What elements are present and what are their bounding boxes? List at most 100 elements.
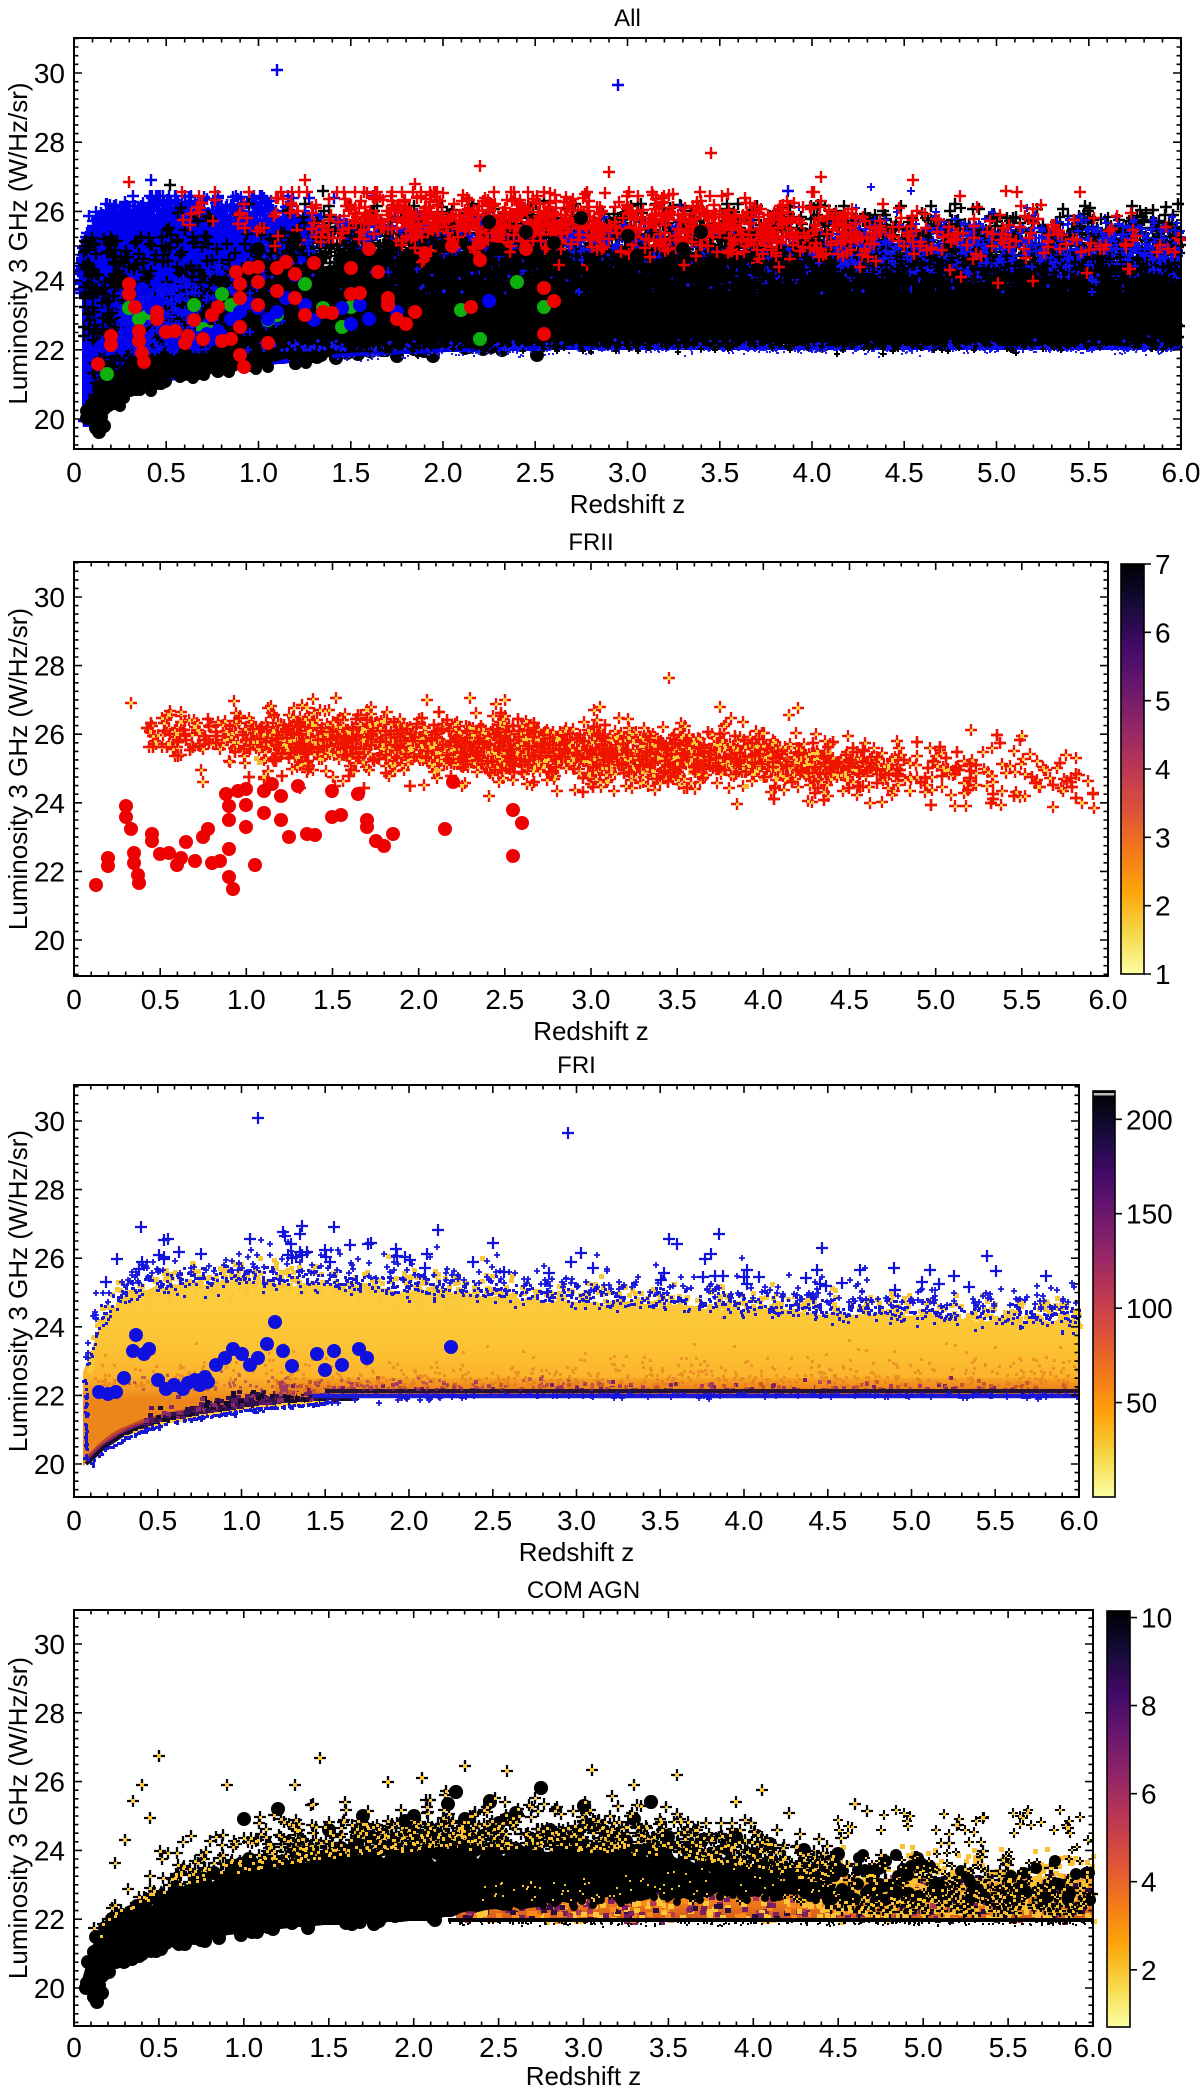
svg-text:4.5: 4.5 <box>885 457 924 488</box>
svg-text:0: 0 <box>66 2032 82 2063</box>
svg-text:22: 22 <box>34 335 65 366</box>
svg-text:Luminosity 3 GHz (W/Hz/sr): Luminosity 3 GHz (W/Hz/sr) <box>3 1130 33 1452</box>
svg-text:1.0: 1.0 <box>239 457 278 488</box>
svg-text:1.0: 1.0 <box>227 984 266 1015</box>
svg-text:30: 30 <box>34 582 65 613</box>
svg-text:4.5: 4.5 <box>819 2032 858 2063</box>
svg-text:All: All <box>614 5 641 32</box>
svg-text:8: 8 <box>1141 1691 1157 1722</box>
svg-text:20: 20 <box>34 404 65 435</box>
svg-text:2.0: 2.0 <box>390 1505 429 1536</box>
svg-text:28: 28 <box>34 651 65 682</box>
svg-text:Luminosity 3 GHz (W/Hz/sr): Luminosity 3 GHz (W/Hz/sr) <box>3 1657 33 1979</box>
svg-text:FRI: FRI <box>557 1052 596 1079</box>
svg-text:1.0: 1.0 <box>224 2032 263 2063</box>
svg-text:1.5: 1.5 <box>309 2032 348 2063</box>
svg-text:1.5: 1.5 <box>306 1505 345 1536</box>
svg-text:20: 20 <box>34 1973 65 2004</box>
svg-text:6: 6 <box>1141 1779 1157 1810</box>
svg-text:2.5: 2.5 <box>473 1505 512 1536</box>
svg-text:2.0: 2.0 <box>399 984 438 1015</box>
svg-text:3: 3 <box>1155 822 1171 853</box>
svg-text:0: 0 <box>66 1505 82 1536</box>
svg-text:28: 28 <box>34 127 65 158</box>
svg-text:200: 200 <box>1126 1104 1173 1135</box>
svg-text:10: 10 <box>1141 1603 1172 1634</box>
svg-text:28: 28 <box>34 1175 65 1206</box>
svg-text:24: 24 <box>34 266 65 297</box>
svg-text:3.5: 3.5 <box>700 457 739 488</box>
svg-text:6: 6 <box>1155 617 1171 648</box>
svg-text:4.0: 4.0 <box>725 1505 764 1536</box>
svg-text:24: 24 <box>34 1835 65 1866</box>
svg-text:5.5: 5.5 <box>976 1505 1015 1536</box>
svg-text:0: 0 <box>66 457 82 488</box>
svg-text:24: 24 <box>34 788 65 819</box>
svg-text:4.0: 4.0 <box>744 984 783 1015</box>
svg-text:FRII: FRII <box>568 529 613 556</box>
svg-text:3.5: 3.5 <box>641 1505 680 1536</box>
svg-text:20: 20 <box>34 1449 65 1480</box>
svg-text:COM AGN: COM AGN <box>527 1577 640 1604</box>
svg-text:20: 20 <box>34 925 65 956</box>
svg-text:3.0: 3.0 <box>557 1505 596 1536</box>
svg-text:3.0: 3.0 <box>572 984 611 1015</box>
svg-text:50: 50 <box>1126 1388 1157 1419</box>
svg-text:1: 1 <box>1155 959 1171 990</box>
svg-text:2.0: 2.0 <box>424 457 463 488</box>
svg-text:26: 26 <box>34 1243 65 1274</box>
svg-text:5.0: 5.0 <box>904 2032 943 2063</box>
svg-text:26: 26 <box>34 719 65 750</box>
svg-text:5: 5 <box>1155 686 1171 717</box>
svg-text:150: 150 <box>1126 1199 1173 1230</box>
svg-text:2.5: 2.5 <box>479 2032 518 2063</box>
svg-text:3.5: 3.5 <box>658 984 697 1015</box>
svg-text:3.0: 3.0 <box>608 457 647 488</box>
svg-text:5.5: 5.5 <box>989 2032 1028 2063</box>
svg-text:30: 30 <box>34 1106 65 1137</box>
svg-text:6.0: 6.0 <box>1060 1505 1099 1536</box>
svg-text:5.0: 5.0 <box>892 1505 931 1536</box>
svg-text:5.0: 5.0 <box>916 984 955 1015</box>
svg-text:1.0: 1.0 <box>222 1505 261 1536</box>
svg-text:28: 28 <box>34 1698 65 1729</box>
svg-text:1.5: 1.5 <box>331 457 370 488</box>
svg-text:2.5: 2.5 <box>485 984 524 1015</box>
svg-text:6.0: 6.0 <box>1074 2032 1113 2063</box>
svg-text:2: 2 <box>1155 891 1171 922</box>
svg-text:22: 22 <box>34 856 65 887</box>
svg-text:0.5: 0.5 <box>138 1505 177 1536</box>
svg-text:6.0: 6.0 <box>1089 984 1128 1015</box>
svg-text:2.0: 2.0 <box>394 2032 433 2063</box>
svg-text:0.5: 0.5 <box>139 2032 178 2063</box>
svg-text:Luminosity 3 GHz (W/Hz/sr): Luminosity 3 GHz (W/Hz/sr) <box>3 608 33 930</box>
svg-text:30: 30 <box>34 1629 65 1660</box>
svg-text:4.0: 4.0 <box>793 457 832 488</box>
svg-text:100: 100 <box>1126 1293 1173 1324</box>
svg-text:4: 4 <box>1155 754 1171 785</box>
svg-text:3.5: 3.5 <box>649 2032 688 2063</box>
svg-text:0: 0 <box>66 984 82 1015</box>
svg-text:26: 26 <box>34 196 65 227</box>
svg-text:7: 7 <box>1155 549 1171 580</box>
svg-text:26: 26 <box>34 1767 65 1798</box>
svg-text:22: 22 <box>34 1380 65 1411</box>
svg-text:5.5: 5.5 <box>1069 457 1108 488</box>
svg-text:30: 30 <box>34 58 65 89</box>
svg-text:Redshift z: Redshift z <box>519 1537 635 1567</box>
svg-text:24: 24 <box>34 1312 65 1343</box>
svg-text:Luminosity 3 GHz (W/Hz/sr): Luminosity 3 GHz (W/Hz/sr) <box>3 82 33 404</box>
svg-text:5.5: 5.5 <box>1002 984 1041 1015</box>
svg-text:2: 2 <box>1141 1955 1157 1986</box>
svg-text:0.5: 0.5 <box>147 457 186 488</box>
svg-text:1.5: 1.5 <box>313 984 352 1015</box>
svg-text:6.0: 6.0 <box>1162 457 1200 488</box>
svg-text:Redshift z: Redshift z <box>533 1016 649 1046</box>
svg-text:5.0: 5.0 <box>977 457 1016 488</box>
svg-text:4.5: 4.5 <box>808 1505 847 1536</box>
svg-text:2.5: 2.5 <box>516 457 555 488</box>
svg-text:22: 22 <box>34 1904 65 1935</box>
svg-text:Redshift z: Redshift z <box>526 2061 642 2089</box>
svg-text:4: 4 <box>1141 1867 1157 1898</box>
svg-text:3.0: 3.0 <box>564 2032 603 2063</box>
